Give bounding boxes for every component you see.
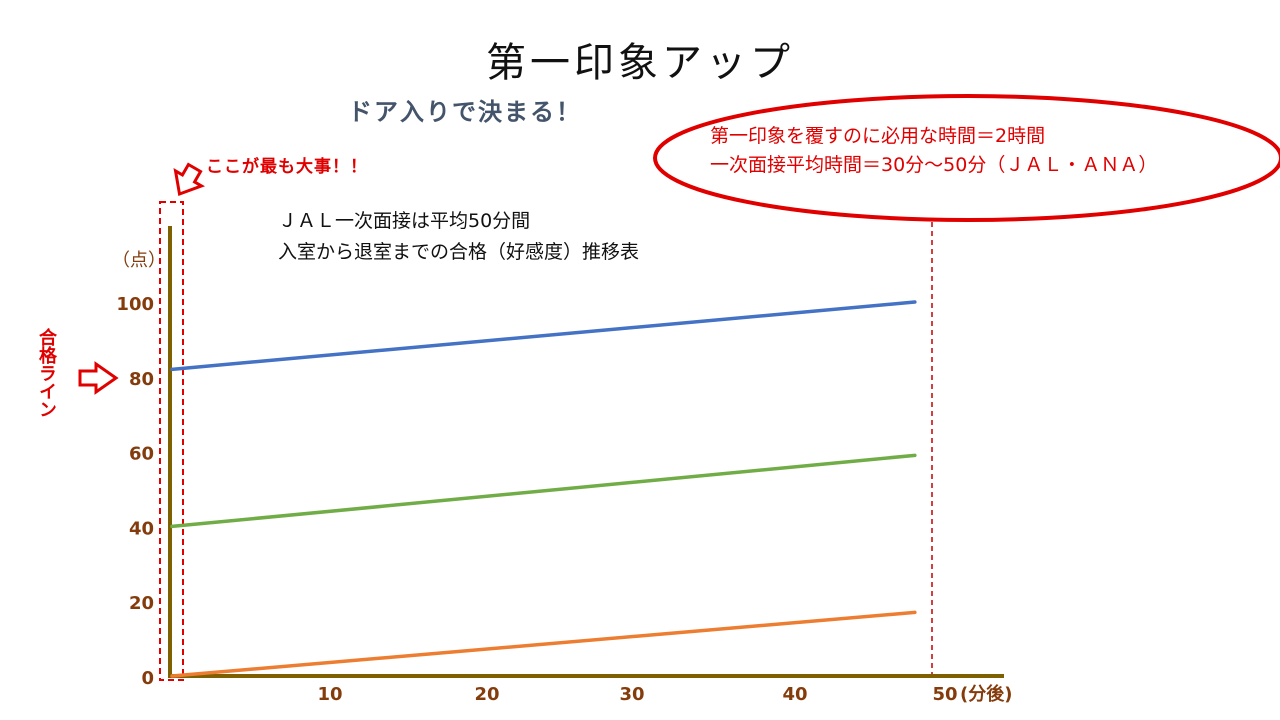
x-tick-label-10: 10 [317, 684, 342, 705]
series-line-1 [170, 300, 917, 372]
callout-text-line1: 第一印象を覆すのに必用な時間＝2時間 [710, 125, 1046, 147]
x-unit-label: (分後) [960, 683, 1012, 705]
y-tick-label-100: 100 [116, 294, 154, 315]
y-tick-label-20: 20 [129, 593, 154, 614]
y-tick-label-60: 60 [129, 444, 154, 465]
chart-axes [168, 226, 1004, 678]
chart-description-line2: 入室から退室までの合格（好感度）推移表 [278, 241, 640, 263]
right-arrow-icon [78, 361, 119, 395]
chart-series [170, 300, 917, 678]
x-tick-label-30: 30 [619, 684, 644, 705]
callout-ellipse [653, 94, 1280, 222]
x-tick-label-40: 40 [782, 684, 807, 705]
y-unit-label: （点） [112, 250, 166, 271]
page-subtitle: ドア入りで決まる！ [348, 98, 582, 126]
series-line-3 [170, 610, 917, 678]
start-highlight-box [159, 201, 184, 681]
y-tick-label-80: 80 [129, 369, 154, 390]
down-arrow-icon [173, 162, 206, 197]
chart-ticks: 0 20 40 60 80 100 （点） 10 20 30 40 50 (分後) [112, 250, 1012, 705]
pass-line-label: 合格ライン [36, 328, 57, 418]
x-tick-label-20: 20 [474, 684, 499, 705]
x-tick-label-50: 50 [932, 684, 957, 705]
page-title: 第一印象アップ [486, 40, 794, 86]
y-tick-label-0: 0 [141, 668, 154, 689]
series-line-2 [170, 453, 917, 529]
y-tick-label-40: 40 [129, 518, 154, 539]
callout-text-line2: 一次面接平均時間＝30分～50分（ＪＡＬ・ＡＮＡ） [710, 154, 1158, 176]
chart-description-line1: ＪＡＬ一次面接は平均50分間 [278, 210, 531, 232]
emphasis-label: ここが最も大事！！ [206, 157, 368, 177]
